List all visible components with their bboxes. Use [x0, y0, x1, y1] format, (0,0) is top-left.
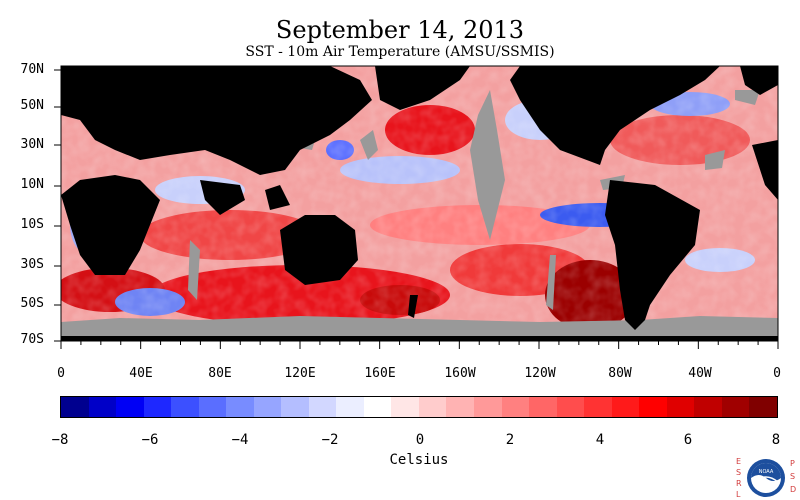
- logo-letter: S: [736, 468, 741, 477]
- colorbar-segment: [308, 397, 337, 417]
- colorbar-tick-label: 0: [415, 432, 425, 448]
- logo-letter: L: [736, 490, 741, 499]
- latitude-label: 30S: [20, 257, 44, 272]
- colorbar-segment: [61, 397, 89, 417]
- colorbar-tick-label: −6: [141, 432, 159, 448]
- colorbar-tick-label: 8: [771, 432, 781, 448]
- noaa-esrl-psd-logo: E S R L P S D NOAA: [736, 457, 796, 499]
- noaa-emblem: NOAA: [747, 459, 785, 497]
- logo-letter: P: [790, 459, 795, 468]
- colorbar-segment: [391, 397, 419, 417]
- latitude-label: 10N: [20, 177, 44, 192]
- latitude-label: 50N: [20, 98, 44, 113]
- logo-letter: E: [736, 457, 741, 466]
- colorbar-segment: [501, 397, 530, 417]
- longitude-label: 0: [57, 366, 65, 381]
- map-subtitle: SST - 10m Air Temperature (AMSU/SSMIS): [245, 44, 555, 60]
- colorbar-segment: [529, 397, 557, 417]
- colorbar-segment: [473, 397, 502, 417]
- longitude-label: 0: [773, 366, 781, 381]
- colorbar-segment: [143, 397, 172, 417]
- colorbar-tick-label: −2: [321, 432, 339, 448]
- colorbar-segment: [694, 397, 722, 417]
- longitude-label: 120W: [524, 366, 556, 381]
- colorbar-segment: [116, 397, 144, 417]
- longitude-label: 80W: [608, 366, 632, 381]
- colorbar-units-label: Celsius: [389, 452, 449, 468]
- colorbar-segment: [749, 397, 777, 417]
- colorbar-segment: [253, 397, 282, 417]
- colorbar-segment: [584, 397, 612, 417]
- emblem-text: NOAA: [759, 469, 774, 475]
- colorbar-segment: [446, 397, 474, 417]
- longitude-label: 160W: [444, 366, 476, 381]
- latitude-label: 50S: [20, 296, 44, 311]
- colorbar-segment: [666, 397, 695, 417]
- latitude-label: 10S: [20, 217, 44, 232]
- colorbar-segment: [721, 397, 750, 417]
- map-title: September 14, 2013: [275, 16, 525, 44]
- logo-letter: R: [736, 479, 742, 488]
- land-masses: [61, 66, 778, 341]
- colorbar-segment: [281, 397, 309, 417]
- latitude-label: 70N: [20, 62, 44, 77]
- colorbar-segment: [556, 397, 585, 417]
- logo-letter: S: [790, 472, 795, 481]
- colorbar-segment: [639, 397, 667, 417]
- longitude-label: 40W: [688, 366, 712, 381]
- colorbar-tick-label: 2: [505, 432, 515, 448]
- latitude-label: 70S: [20, 332, 44, 347]
- colorbar-segment: [198, 397, 227, 417]
- colorbar-segment: [226, 397, 254, 417]
- logo-letter: D: [790, 485, 796, 494]
- longitude-label: 120E: [284, 366, 316, 381]
- colorbar-tick-label: 4: [595, 432, 605, 448]
- colorbar-segment: [418, 397, 447, 417]
- missing-data-regions: [61, 90, 778, 341]
- latitude-label: 30N: [20, 137, 44, 152]
- longitude-label: 80E: [208, 366, 232, 381]
- colorbar-segment: [363, 397, 392, 417]
- colorbar-tick-label: 6: [683, 432, 693, 448]
- colorbar-segment: [88, 397, 117, 417]
- colorbar-tick-label: −8: [51, 432, 69, 448]
- colorbar-tick-label: −4: [231, 432, 249, 448]
- colorbar-segment: [171, 397, 199, 417]
- colorbar: [60, 396, 778, 418]
- colorbar-segment: [611, 397, 640, 417]
- colorbar-segment: [336, 397, 364, 417]
- longitude-ticks: [60, 341, 779, 349]
- longitude-label: 40E: [129, 366, 153, 381]
- longitude-label: 160E: [364, 366, 396, 381]
- latitude-ticks: [54, 69, 61, 342]
